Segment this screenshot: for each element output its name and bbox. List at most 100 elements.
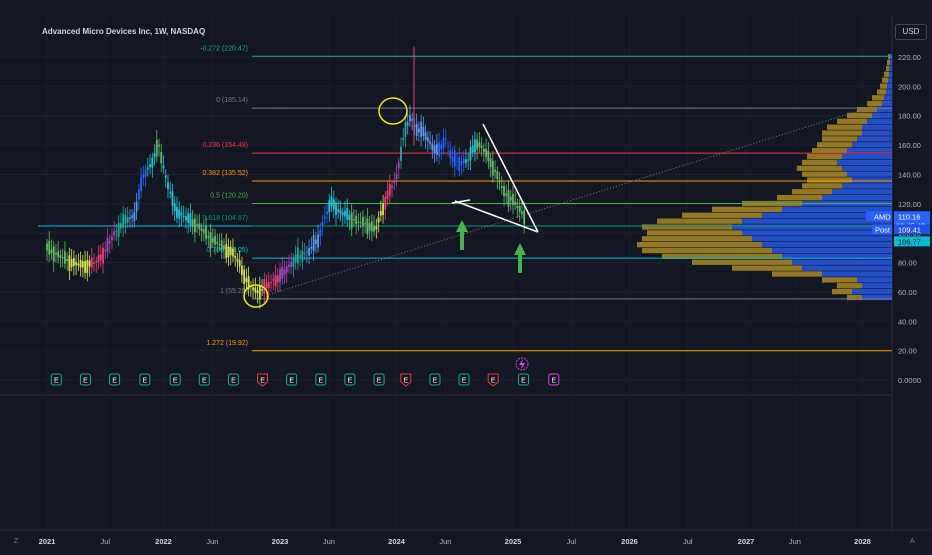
candle-body (476, 139, 479, 150)
candle-body (164, 175, 167, 178)
candle-body (169, 192, 172, 194)
candle-body (500, 186, 503, 189)
candle-body (489, 158, 492, 168)
candle-body (135, 202, 138, 212)
candle-body (292, 258, 295, 268)
time-axis-tick: 2026 (621, 537, 638, 546)
volume-profile-down (872, 95, 884, 101)
candle-body (149, 164, 151, 168)
volume-profile-up (842, 165, 892, 171)
volume-profile-down (712, 206, 782, 213)
post-tag (872, 224, 892, 235)
candle-body (279, 269, 281, 283)
candle-body (487, 151, 490, 162)
volume-profile-up (862, 283, 892, 289)
candle-body (496, 170, 499, 180)
candle-body (216, 241, 219, 244)
candle-body (158, 144, 160, 147)
earnings-badge-icon (198, 373, 210, 386)
event-bolt-icon (519, 359, 525, 369)
wedge-line (454, 200, 539, 233)
candle-body (99, 254, 102, 261)
candle-body (124, 215, 127, 224)
candle-body (50, 249, 53, 254)
candle-body (294, 254, 297, 263)
candle-body (471, 145, 474, 153)
candle-body (182, 215, 185, 217)
candle-body (393, 181, 396, 183)
earnings-badge-icon (517, 373, 529, 386)
volume-profile-down (802, 183, 842, 189)
candle-body (86, 260, 89, 274)
earnings-badge-icon (344, 373, 356, 386)
earnings-badge-icon (400, 373, 412, 387)
earnings-badge-label: E (231, 378, 236, 385)
time-axis-tick: 2023 (272, 537, 289, 546)
earnings-badge-icon (286, 373, 298, 386)
candle-body (491, 160, 494, 176)
volume-profile-down (692, 259, 792, 265)
volume-profile-up (877, 106, 892, 113)
fib-level-label: 0.236 (154.49) (202, 142, 248, 149)
time-axis-tick: Jun (323, 537, 335, 546)
candle-body (507, 189, 510, 207)
volume-profile-down (837, 283, 862, 289)
volume-profile-up (847, 148, 892, 154)
candle-body (220, 240, 223, 250)
candle-body (189, 213, 192, 226)
candle-body (258, 285, 261, 300)
candle-body (395, 174, 398, 180)
candle-body (88, 260, 91, 267)
candle-body (252, 287, 255, 291)
volume-profile-down (662, 253, 782, 260)
volume-profile-down (802, 159, 837, 166)
candle-body (155, 140, 158, 157)
earnings-badge-label: E (112, 378, 117, 385)
candle-body (411, 119, 414, 121)
candle-body (276, 275, 279, 283)
candle-body (382, 203, 384, 216)
volume-profile-up (847, 171, 892, 177)
candle-body (462, 159, 465, 164)
candle-body (339, 209, 342, 214)
earnings-badge-icon (458, 373, 470, 386)
candle-body (494, 169, 496, 172)
earnings-badge-label: E (377, 378, 382, 385)
candle-body (465, 159, 467, 164)
candle-body (451, 156, 454, 162)
earnings-badge-icon (139, 373, 151, 386)
volume-profile-up (857, 136, 892, 142)
candle-body (299, 255, 302, 257)
candle-body (281, 266, 284, 279)
candle-body (353, 219, 355, 221)
candle-body (120, 223, 122, 229)
candle-body (84, 260, 86, 273)
candle-body (173, 203, 176, 212)
auto-scale-button[interactable]: A (910, 538, 915, 545)
candle-body (422, 126, 425, 137)
candle-body (370, 221, 373, 232)
candle-body (453, 150, 456, 167)
candle-body (272, 279, 275, 281)
earnings-badge-icon (548, 373, 560, 386)
candle-body (178, 209, 181, 219)
volume-profile-down (847, 112, 872, 119)
candle-body (122, 213, 125, 228)
currency-button[interactable]: USD (895, 24, 927, 40)
time-axis-tick: Jul (566, 537, 576, 546)
volume-profile-down (642, 236, 752, 242)
volume-profile-up (852, 177, 892, 183)
candle-body (211, 238, 214, 243)
candle-body (270, 281, 272, 283)
candle-body (512, 193, 514, 206)
candle-body (400, 146, 402, 161)
candle-body (146, 167, 149, 170)
candle-body (288, 264, 290, 267)
candle-body (429, 141, 432, 144)
candle-body (200, 228, 203, 232)
candle-body (108, 240, 111, 244)
volume-profile-down (877, 89, 886, 95)
timezone-icon[interactable]: Z (14, 538, 19, 545)
